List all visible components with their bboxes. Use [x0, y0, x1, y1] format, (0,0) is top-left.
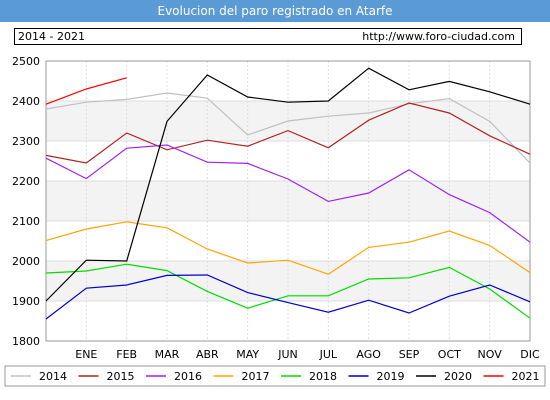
x-axis: ENE FEB MAR ABR MAY JUN JUL AGO SEP OCT NOV DIC	[75, 348, 540, 361]
year-range: 2014 - 2021	[18, 30, 85, 43]
y-tick-label: 1800	[12, 335, 40, 348]
series-line-2021	[45, 77, 127, 105]
x-tick-label: MAY	[236, 348, 259, 361]
y-tick-label: 2100	[12, 215, 40, 228]
x-tick-label: MAR	[155, 348, 180, 361]
source-url[interactable]: http://www.foro-ciudad.com	[362, 30, 515, 43]
legend-label-2018: 2018	[309, 370, 337, 383]
legend-box	[4, 365, 546, 387]
chart-title: Evolucion del paro registrado en Atarfe	[157, 4, 393, 18]
y-tick-label: 2300	[12, 135, 40, 148]
series-line-2016	[45, 144, 531, 243]
y-tick-label: 2500	[12, 55, 40, 68]
title-bar	[0, 0, 550, 22]
series-line-2015	[45, 102, 531, 164]
legend-label-2016: 2016	[174, 370, 202, 383]
info-box: 2014 - 2021 http://www.foro-ciudad.com	[14, 28, 522, 45]
series-lines	[45, 67, 531, 320]
grid-lines	[45, 60, 531, 342]
x-tick-label: JUL	[319, 348, 338, 361]
y-tick-label: 2200	[12, 175, 40, 188]
plot-border	[45, 60, 531, 342]
series-line-2017	[45, 221, 531, 275]
x-tick-label: NOV	[478, 348, 503, 361]
legend-label-2014: 2014	[39, 370, 67, 383]
y-tick-label: 1900	[12, 295, 40, 308]
x-tick-label: ENE	[75, 348, 97, 361]
x-tick-label: DIC	[520, 348, 540, 361]
legend-label-2021: 2021	[512, 370, 540, 383]
x-tick-label: OCT	[438, 348, 461, 361]
x-tick-label: FEB	[116, 348, 137, 361]
series-line-2018	[45, 263, 531, 319]
x-tick-label: SEP	[399, 348, 420, 361]
legend-label-2020: 2020	[444, 370, 472, 383]
x-tick-label: JUN	[277, 348, 298, 361]
y-tick-label: 2400	[12, 95, 40, 108]
x-tick-label: ABR	[196, 348, 219, 361]
legend: 2014 2015 2016 2017 2018 2019 2020 2021	[4, 365, 546, 387]
legend-label-2019: 2019	[377, 370, 405, 383]
series-line-2019	[45, 274, 531, 320]
series-line-2020	[45, 67, 531, 302]
legend-label-2015: 2015	[107, 370, 135, 383]
series-line-2014	[45, 92, 531, 164]
x-tick-label: AGO	[356, 348, 381, 361]
legend-label-2017: 2017	[242, 370, 270, 383]
y-tick-label: 2000	[12, 255, 40, 268]
y-axis: 1800 1900 2000 2100 2200 2300 2400 2500	[12, 55, 40, 348]
